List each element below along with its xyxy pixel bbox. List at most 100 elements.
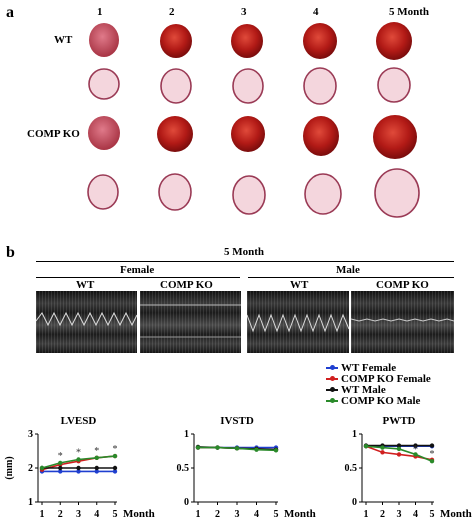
y-tick-label: 1 [184,429,189,440]
x-tick-label: 1 [196,509,201,520]
month-label-3: 3 [241,6,247,18]
legend-label: WT Male [341,383,386,396]
x-tick-label: 2 [215,509,220,520]
data-point [429,443,435,448]
group-male: Male [336,264,360,276]
echo-header: 5 Month [224,246,265,258]
data-point [413,443,418,448]
data-point [396,452,402,457]
x-tick-label: 3 [76,509,81,520]
sub-wt-male: WT [290,279,309,291]
legend-item: COMP KO Male [326,394,472,407]
legend-label: WT Female [341,361,397,374]
legend-item: WT Male [326,383,472,396]
female-underline [36,277,240,278]
data-point [94,469,99,474]
data-point [76,469,81,474]
data-point [76,465,81,471]
y-axis-label: (mm) [4,456,15,479]
month-label-5: 5 Month [389,6,430,18]
significance-mark: * [76,448,81,459]
ko-section-hearts [87,168,420,218]
data-point [396,443,402,448]
x-tick-label: 3 [397,509,402,520]
header-underline [36,261,454,262]
x-tick-label: 5 [430,509,435,520]
y-tick-label: 2 [28,463,33,474]
significance-mark: * [58,451,63,462]
sub-ko-female: COMP KO [160,279,213,291]
data-point [58,460,63,466]
legend-swatch [326,364,338,370]
row-label-wt: WT [54,34,73,46]
x-tick-label: 3 [235,509,240,520]
legend-swatch [326,397,338,403]
panel-b-letter: b [6,244,15,261]
significance-mark: * [94,446,99,457]
legend-label: COMP KO Male [341,394,421,407]
data-point [112,465,118,471]
data-point [363,444,369,449]
y-tick-label: 0.5 [177,463,190,474]
sub-ko-male: COMP KO [376,279,429,291]
x-tick-label: 2 [380,509,385,520]
x-tick-label: 4 [254,509,259,520]
sub-wt-female: WT [76,279,95,291]
data-point [76,457,81,462]
significance-mark: * [113,444,118,455]
x-tick-label: 1 [40,509,45,520]
echo-wt-female [36,291,137,353]
data-point [396,446,402,452]
significance-mark: * [430,449,435,460]
heart-images [87,22,420,218]
data-point [39,465,45,471]
month-label-2: 2 [169,6,175,18]
data-point [215,445,220,450]
legend-item: WT Female [326,361,472,374]
y-tick-label: 1 [28,497,33,508]
group-female: Female [120,264,155,276]
y-tick-label: 0 [352,497,357,508]
data-point [273,448,279,453]
data-point [195,445,201,450]
x-axis-label: Month [440,508,472,520]
chart-title: LVESD [61,415,97,427]
echo-ko-female [140,291,241,353]
data-point [380,450,385,455]
legend-swatch [326,375,338,381]
x-tick-label: 4 [413,509,418,520]
x-tick-label: 5 [113,509,118,520]
legend-label: COMP KO Female [341,372,431,385]
x-tick-label: 1 [364,509,369,520]
chart-title: IVSTD [220,415,254,427]
legend-item: COMP KO Female [326,372,472,385]
data-point [58,465,63,471]
y-tick-label: 3 [28,429,33,440]
data-point [94,465,99,471]
y-tick-label: 1 [352,429,357,440]
data-point [112,453,118,459]
data-point [112,469,118,474]
chart-title: PWTD [383,415,416,427]
legend-swatch [326,386,338,392]
data-point [58,469,63,474]
data-point [234,446,240,451]
y-tick-label: 0 [184,497,189,508]
month-label-4: 4 [313,6,319,18]
legend: WT Female COMP KO Female WT Male COMP KO Ma… [326,361,472,407]
wt-whole-hearts [89,22,412,60]
significance-mark: * [413,444,418,455]
ko-whole-hearts [88,115,417,159]
x-tick-label: 4 [94,509,99,520]
wt-section-hearts [88,67,411,105]
data-point [94,455,99,460]
y-tick-label: 0.5 [345,463,358,474]
echo-wt-male [247,291,349,353]
x-axis-label: Month [123,508,155,520]
row-label-comp-ko: COMP KO [27,128,80,140]
male-underline [248,277,454,278]
x-tick-label: 5 [274,509,279,520]
x-axis-label: Month [284,508,316,520]
x-tick-label: 2 [58,509,63,520]
